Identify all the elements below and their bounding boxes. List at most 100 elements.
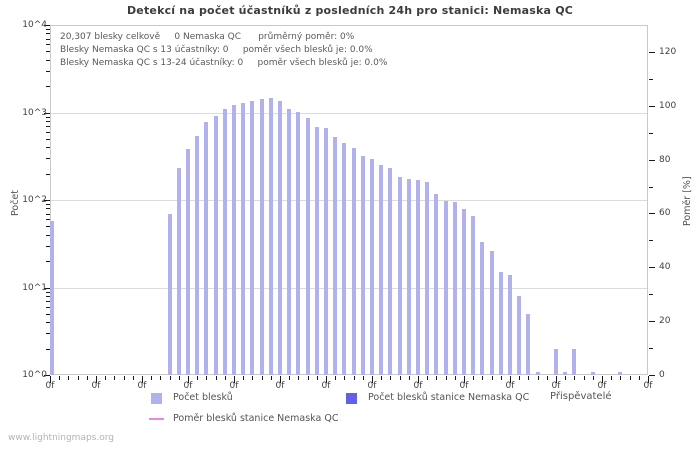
y-axis-left-minor-tick	[46, 139, 50, 140]
x-axis-tick	[436, 376, 437, 380]
y-axis-left-minor-tick	[46, 33, 50, 34]
bar	[370, 159, 374, 375]
y-axis-left-minor-tick	[46, 246, 50, 247]
y-axis-left-minor-tick	[46, 314, 50, 315]
bar	[186, 149, 190, 375]
y-axis-left-minor-tick	[46, 214, 50, 215]
y-axis-left-minor-tick	[46, 158, 50, 159]
gridline	[51, 288, 647, 289]
y-axis-left-minor-tick	[46, 208, 50, 209]
y-axis-right-tick-label: 100	[659, 101, 677, 111]
bar	[324, 128, 328, 375]
y-axis-right-minor-tick	[649, 133, 653, 134]
bar	[434, 194, 438, 375]
bar	[563, 372, 567, 375]
y-axis-right-minor-tick	[649, 187, 653, 188]
x-axis-tick-label: 0f	[413, 381, 423, 391]
y-axis-left-minor-tick	[46, 117, 50, 118]
bar	[296, 112, 300, 375]
y-axis-left-minor-tick	[46, 292, 50, 293]
y-axis-left-tick	[44, 25, 50, 26]
bar	[416, 180, 420, 375]
bar	[490, 251, 494, 375]
y-axis-right-tick-label: 60	[659, 208, 671, 218]
bar	[591, 372, 595, 375]
x-axis-tick	[344, 376, 345, 380]
x-axis-tick	[59, 376, 60, 380]
y-axis-right-tick-label: 20	[659, 316, 671, 326]
x-axis-tick-label: 0f	[45, 381, 55, 391]
bar	[232, 105, 236, 375]
x-axis-tick	[611, 376, 612, 380]
x-axis-tick-label: 0f	[551, 381, 561, 391]
x-axis-tick	[280, 376, 281, 383]
x-axis-tick	[639, 376, 640, 380]
x-axis-tick-label: 0f	[137, 381, 147, 391]
x-axis-tick	[565, 376, 566, 380]
y-axis-left-minor-tick	[46, 307, 50, 308]
x-axis-tick	[68, 376, 69, 380]
bar	[554, 349, 558, 375]
x-axis-tick	[206, 376, 207, 380]
x-axis-tick-label: 0f	[367, 381, 377, 391]
y-axis-left-minor-tick	[46, 322, 50, 323]
x-axis-tick	[96, 376, 97, 383]
x-axis-tick	[317, 376, 318, 380]
x-axis-tick	[409, 376, 410, 380]
x-axis-tick	[335, 376, 336, 380]
x-axis-tick	[225, 376, 226, 380]
x-axis-tick	[160, 376, 161, 380]
y-axis-left-tick	[44, 288, 50, 289]
y-axis-right-tick	[649, 267, 655, 268]
bar	[572, 349, 576, 375]
x-axis-tick	[427, 376, 428, 380]
x-axis-tick	[446, 376, 447, 380]
y-axis-right-tick-label: 0	[659, 370, 665, 380]
gridline	[51, 200, 647, 201]
x-axis-tick	[519, 376, 520, 380]
y-axis-left-minor-tick	[46, 121, 50, 122]
x-axis-tick-label: 0f	[321, 381, 331, 391]
x-axis-tick	[381, 376, 382, 380]
y-axis-right-tick-label: 80	[659, 155, 671, 165]
bar	[462, 209, 466, 375]
x-axis-tick	[528, 376, 529, 380]
y-axis-left-minor-tick	[46, 51, 50, 52]
y-axis-right-tick	[649, 160, 655, 161]
x-axis-tick	[574, 376, 575, 380]
x-axis-tick-label: 0f	[459, 381, 469, 391]
y-axis-right-minor-tick	[649, 240, 653, 241]
x-axis-tick	[87, 376, 88, 380]
bar	[352, 148, 356, 375]
bar	[517, 296, 521, 375]
y-axis-left-minor-tick	[46, 71, 50, 72]
legend-label-station-ratio: Poměr blesků stanice Nemaska QC	[173, 413, 339, 424]
bar	[223, 109, 227, 375]
x-axis-tick	[188, 376, 189, 383]
x-axis-tick	[455, 376, 456, 380]
bar	[50, 221, 54, 375]
y-axis-right-tick-label: 40	[659, 262, 671, 272]
y-axis-left-tick-label: 10^2	[22, 195, 47, 205]
x-axis-tick	[271, 376, 272, 380]
x-axis-tick	[473, 376, 474, 380]
x-axis-tick	[151, 376, 152, 380]
x-axis-tick-label: 0f	[229, 381, 239, 391]
stats-line-13: Blesky Nemaska QC s 13 účastníky: 0 pomě…	[60, 45, 373, 55]
y-axis-left-minor-tick	[46, 39, 50, 40]
y-axis-left-tick-label: 10^1	[22, 283, 47, 293]
bar	[618, 372, 622, 375]
x-axis-tick	[630, 376, 631, 380]
legend-label-station-flash-count: Počet blesků stanice Nemaska QC	[368, 392, 530, 403]
y-axis-left-minor-tick	[46, 132, 50, 133]
y-axis-left-minor-tick	[46, 174, 50, 175]
bar	[278, 101, 282, 375]
x-axis-tick	[252, 376, 253, 380]
y-axis-left-minor-tick	[46, 349, 50, 350]
y-axis-title-right: Poměr [%]	[682, 176, 693, 226]
x-axis-tick	[179, 376, 180, 380]
y-axis-left-minor-tick	[46, 261, 50, 262]
bar	[388, 168, 392, 375]
y-axis-title-left: Počet	[10, 190, 21, 216]
